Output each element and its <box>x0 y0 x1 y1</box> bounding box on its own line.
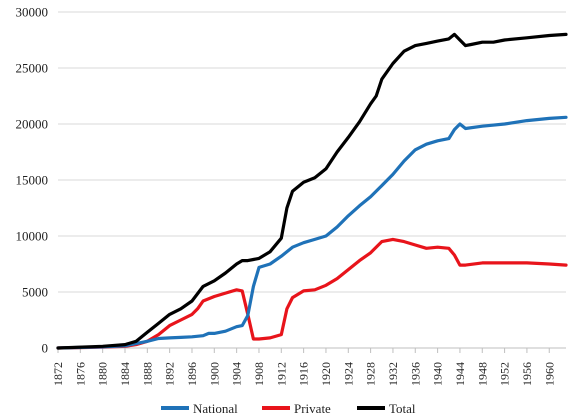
x-tick-label: 1948 <box>475 362 489 386</box>
x-tick-label: 1896 <box>185 362 199 386</box>
x-tick-label: 1952 <box>498 362 512 386</box>
x-tick-label: 1884 <box>118 362 132 386</box>
x-tick-label: 1912 <box>274 362 288 386</box>
x-axis-tick-labels: 1872 1876 1880 1884 1888 1892 1896 1900 1904 1908… <box>51 362 556 386</box>
gridlines <box>58 11 566 293</box>
series-line-national <box>56 115 568 350</box>
x-tick-label: 1876 <box>73 362 87 386</box>
x-tick-label: 1920 <box>319 362 333 386</box>
x-tick-label: 1932 <box>386 362 400 386</box>
x-tick-label: 1960 <box>542 362 556 386</box>
x-tick-label: 1872 <box>51 362 65 386</box>
x-tick-label: 1904 <box>230 362 244 386</box>
series-lines <box>56 32 568 350</box>
y-tick-label: 15000 <box>16 173 49 188</box>
legend-label-private: Private <box>294 401 331 416</box>
y-tick-label: 30000 <box>16 5 49 20</box>
series-line-private <box>56 237 568 350</box>
legend-label-total: Total <box>389 401 416 416</box>
y-tick-label: 0 <box>42 341 49 356</box>
y-tick-label: 10000 <box>16 229 49 244</box>
x-tick-label: 1916 <box>297 362 311 386</box>
axes <box>57 347 566 353</box>
x-tick-label: 1888 <box>140 362 154 386</box>
y-tick-label: 25000 <box>16 61 49 76</box>
x-tick-label: 1924 <box>341 362 355 386</box>
y-tick-label: 5000 <box>22 285 48 300</box>
x-tick-label: 1936 <box>408 362 422 386</box>
x-tick-label: 1944 <box>453 362 467 386</box>
x-tick-label: 1928 <box>364 362 378 386</box>
x-tick-label: 1940 <box>431 362 445 386</box>
x-tick-label: 1900 <box>207 362 221 386</box>
y-tick-label: 20000 <box>16 117 49 132</box>
x-tick-label: 1956 <box>520 362 534 386</box>
x-tick-label: 1880 <box>96 362 110 386</box>
x-tick-label: 1908 <box>252 362 266 386</box>
series-line-total <box>56 32 568 350</box>
x-tick-label: 1892 <box>163 362 177 386</box>
legend-label-national: National <box>193 401 238 416</box>
legend: National Private Total <box>161 401 416 416</box>
y-axis-tick-labels: 0 5000 10000 15000 20000 25000 30000 <box>16 5 49 356</box>
